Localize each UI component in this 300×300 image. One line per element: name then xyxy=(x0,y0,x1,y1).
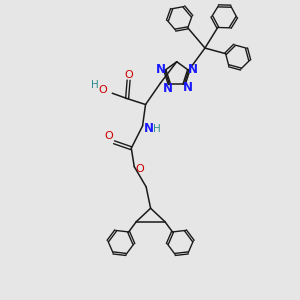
Text: N: N xyxy=(183,81,193,94)
Text: H: H xyxy=(153,124,160,134)
Text: N: N xyxy=(144,122,154,135)
Text: O: O xyxy=(98,85,107,95)
Text: N: N xyxy=(188,63,198,76)
Text: O: O xyxy=(136,164,145,174)
Text: H: H xyxy=(91,80,98,90)
Text: N: N xyxy=(163,82,173,95)
Text: O: O xyxy=(104,131,113,141)
Text: N: N xyxy=(156,63,166,76)
Text: O: O xyxy=(124,70,133,80)
